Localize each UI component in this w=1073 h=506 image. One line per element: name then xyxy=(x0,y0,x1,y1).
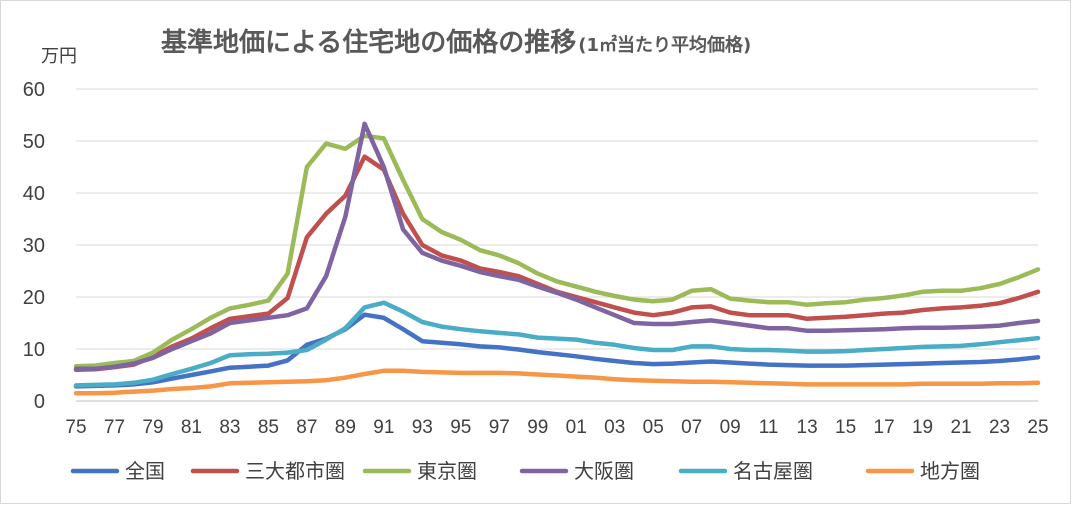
series-line-4 xyxy=(73,300,1041,388)
x-tick-label: 21 xyxy=(950,417,971,438)
x-tick-label: 09 xyxy=(720,417,741,438)
x-tick-label: 79 xyxy=(142,417,163,438)
x-tick-label: 91 xyxy=(373,417,394,438)
y-tick-label: 10 xyxy=(23,339,45,361)
legend-label: 名古屋圏 xyxy=(733,459,813,483)
x-tick-label: 89 xyxy=(335,417,356,438)
x-tick-label: 25 xyxy=(1027,417,1048,438)
series-lines xyxy=(73,121,1041,396)
series-line-5 xyxy=(73,368,1041,396)
x-tick-label: 05 xyxy=(643,417,664,438)
x-tick-label: 77 xyxy=(104,417,125,438)
x-tick-label: 11 xyxy=(759,417,779,438)
legend-item: 名古屋圏 xyxy=(678,459,813,483)
x-tick-label: 97 xyxy=(489,417,510,438)
y-axis-ticks: 0 10 20 30 40 50 60 xyxy=(23,79,45,413)
x-tick-label: 95 xyxy=(450,417,471,438)
x-tick-label: 07 xyxy=(681,417,702,438)
x-tick-label: 75 xyxy=(65,417,86,438)
y-tick-label: 0 xyxy=(34,391,45,413)
y-tick-label: 40 xyxy=(23,183,45,205)
legend-item: 三大都市圏 xyxy=(190,459,345,483)
chart-subtitle: (1㎡当たり平均価格) xyxy=(578,34,751,56)
legend-item: 全国 xyxy=(70,459,165,483)
chart-title: 基準地価による住宅地の価格の推移 xyxy=(161,27,576,58)
gridlines xyxy=(76,88,1038,402)
legend-label: 大阪圏 xyxy=(574,459,634,483)
y-tick-label: 20 xyxy=(23,287,45,309)
x-tick-label: 23 xyxy=(989,417,1010,438)
x-tick-label: 19 xyxy=(912,417,933,438)
x-tick-label: 99 xyxy=(527,417,548,438)
chart-title-group: 基準地価による住宅地の価格の推移 (1㎡当たり平均価格) xyxy=(161,27,751,58)
x-tick-label: 81 xyxy=(181,417,202,438)
y-tick-label: 60 xyxy=(23,79,45,101)
x-axis-ticks: 75 77 79 81 83 85 87 89 91 93 95 97 99 01 03 05 07 09 11 13… xyxy=(65,417,1048,438)
x-tick-label: 15 xyxy=(835,417,856,438)
series-line-3 xyxy=(73,121,1041,372)
legend-label: 東京圏 xyxy=(417,459,477,483)
legend: 全国 三大都市圏 東京圏 大阪圏 名古屋圏 地方圏 xyxy=(70,459,980,483)
x-tick-label: 03 xyxy=(604,417,625,438)
legend-label: 地方圏 xyxy=(920,459,980,483)
y-tick-label: 30 xyxy=(23,235,45,257)
y-tick-label: 50 xyxy=(23,131,45,153)
series-line-0 xyxy=(73,312,1041,389)
x-tick-label: 85 xyxy=(258,417,279,438)
x-tick-label: 13 xyxy=(797,417,818,438)
legend-item: 東京圏 xyxy=(362,459,477,483)
legend-label: 三大都市圏 xyxy=(245,459,345,483)
legend-label: 全国 xyxy=(125,459,165,483)
y-axis-unit-label: 万円 xyxy=(41,46,77,67)
x-tick-label: 17 xyxy=(874,417,895,438)
x-tick-label: 87 xyxy=(296,417,317,438)
x-tick-label: 01 xyxy=(566,417,587,438)
legend-item: 大阪圏 xyxy=(519,459,634,483)
x-tick-label: 83 xyxy=(219,417,240,438)
legend-item: 地方圏 xyxy=(865,459,980,483)
series-line-2 xyxy=(73,133,1041,369)
x-tick-label: 93 xyxy=(412,417,433,438)
